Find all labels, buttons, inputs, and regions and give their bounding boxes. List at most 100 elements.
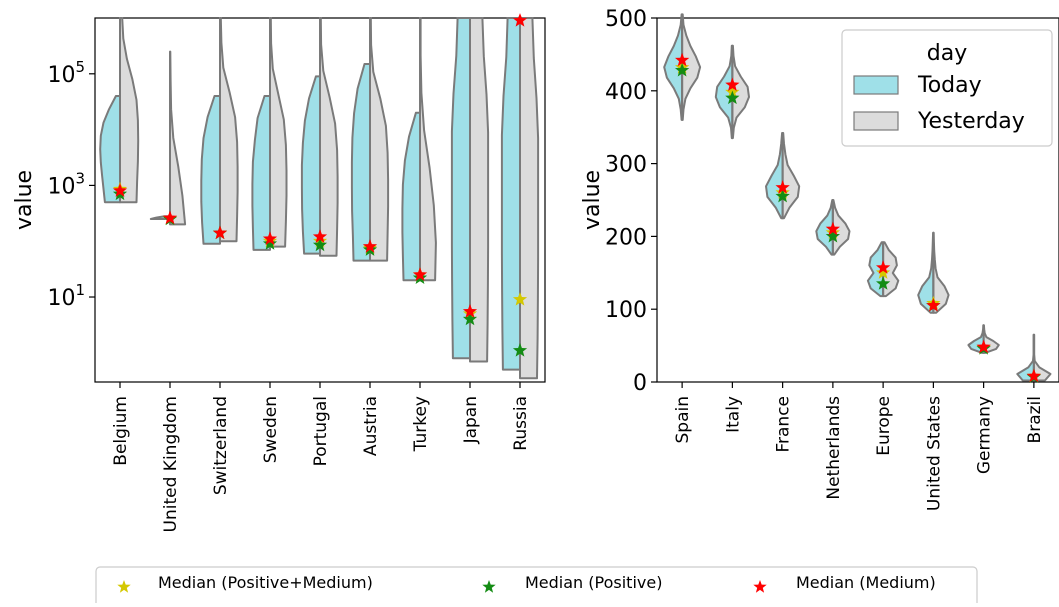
- violin-today: [350, 63, 371, 262]
- violin-today: [401, 111, 421, 282]
- x-tick-label: Austria: [361, 396, 381, 456]
- median-star-med: [926, 298, 941, 312]
- violin-today: [200, 95, 221, 245]
- y-tick-exponent: 1: [75, 281, 85, 299]
- x-tick-label: Europe: [874, 396, 894, 456]
- y-axis-label: value: [12, 170, 37, 230]
- y-tick-base: 10: [47, 63, 75, 88]
- violin-today: [99, 95, 121, 204]
- violin-yesterday: [169, 50, 187, 226]
- median-star-med: [775, 180, 790, 194]
- median-star-med: [462, 304, 478, 318]
- median-star-pos: [675, 62, 690, 77]
- median-star-pos: [775, 188, 790, 203]
- median-star-med: [825, 221, 840, 236]
- violin-yesterday: [219, 17, 239, 243]
- x-tick-label: Japan: [461, 396, 481, 444]
- legend-label: Yesterday: [917, 109, 1025, 134]
- violin-today: [917, 231, 935, 314]
- violin-yesterday: [781, 132, 801, 220]
- x-tick-label: Switzerland: [211, 396, 231, 495]
- bottom-legend-box: [95, 566, 978, 607]
- median-star-med: [212, 225, 228, 240]
- violin-today: [765, 132, 784, 220]
- bottom-legend-label: Median (Positive+Medium): [158, 573, 373, 592]
- violin-yesterday: [519, 17, 540, 380]
- legend-swatch: [853, 75, 899, 95]
- median-star-pos: [312, 237, 328, 252]
- median-star-med: [362, 239, 378, 253]
- bottom-legend-star: [117, 580, 131, 593]
- legend-swatch: [853, 111, 899, 131]
- median-star-med: [1026, 368, 1041, 383]
- violin-yesterday: [119, 17, 140, 204]
- y-tick-label: 0: [633, 371, 647, 396]
- legend-label: Today: [917, 73, 982, 98]
- x-tick-label: United Kingdom: [161, 396, 181, 532]
- x-tick-label: Brazil: [1025, 396, 1045, 443]
- y-tick-label: 500: [605, 7, 647, 32]
- x-tick-label: Spain: [673, 396, 693, 444]
- median-star-med: [876, 260, 891, 274]
- y-tick-label: 100: [605, 298, 647, 323]
- x-tick-label: France: [774, 396, 794, 453]
- violin-yesterday: [269, 17, 288, 248]
- median-star-pm: [876, 265, 891, 279]
- right-chart: 0 100 200 300 400 500 value Spain Italy France Net…: [580, 7, 1059, 511]
- y-tick-label: 101: [47, 281, 85, 311]
- median-star-med: [412, 267, 428, 281]
- bottom-legend-label: Median (Positive): [525, 573, 662, 592]
- median-star-pos: [262, 236, 278, 250]
- median-star-med: [162, 210, 178, 225]
- bottom-legend-star: [482, 580, 496, 593]
- x-tick-label: Turkey: [411, 396, 431, 452]
- median-star-med: [512, 13, 528, 27]
- median-star-med: [725, 77, 740, 91]
- x-tick-label: Netherlands: [824, 396, 844, 500]
- median-star-pos: [462, 311, 478, 326]
- violin-today: [251, 95, 271, 251]
- violin-today: [500, 17, 521, 371]
- violin-yesterday: [319, 17, 339, 257]
- median-star-med: [976, 339, 991, 354]
- violin-yesterday: [1032, 333, 1052, 382]
- x-tick-label: Russia: [511, 396, 531, 451]
- bottom-legend: Median (Positive+Medium) Median (Positive…: [95, 566, 978, 607]
- x-tick-label: Sweden: [261, 396, 281, 463]
- y-tick-label: 400: [605, 80, 647, 105]
- median-star-med: [675, 52, 690, 67]
- y-axis-label: value: [580, 170, 605, 230]
- x-tick-label: United States: [924, 396, 944, 511]
- x-tick-label: Belgium: [111, 396, 131, 466]
- x-tick-label: Portugal: [311, 396, 331, 466]
- median-star-pos: [825, 228, 840, 243]
- bottom-legend-label: Median (Medium): [796, 573, 936, 592]
- median-star-med: [112, 183, 128, 197]
- y-tick-exponent: 3: [75, 169, 85, 187]
- violin-yesterday: [419, 17, 437, 282]
- plot-area: [656, 17, 1059, 383]
- y-tick-label: 300: [605, 153, 647, 178]
- legend-title: day: [927, 41, 967, 66]
- median-star-med: [262, 231, 278, 245]
- y-tick-label: 105: [47, 58, 85, 88]
- y-tick-label: 103: [47, 169, 85, 199]
- median-star-pos: [512, 343, 528, 357]
- y-tick-base: 10: [47, 286, 75, 311]
- y-tick-exponent: 5: [75, 58, 85, 76]
- violin-today: [300, 75, 321, 255]
- violin-today: [1016, 333, 1035, 382]
- x-tick-label: Germany: [975, 396, 995, 474]
- y-tick-label: 200: [605, 225, 647, 250]
- violin-today: [450, 17, 471, 360]
- violin-yesterday: [932, 231, 950, 314]
- bottom-legend-star: [753, 580, 767, 593]
- violin-yesterday: [369, 17, 390, 262]
- median-star-pm: [512, 292, 528, 306]
- median-star-pos: [725, 90, 740, 105]
- x-tick-label: Italy: [723, 396, 743, 433]
- median-star-med: [312, 229, 328, 243]
- y-tick-base: 10: [47, 174, 75, 199]
